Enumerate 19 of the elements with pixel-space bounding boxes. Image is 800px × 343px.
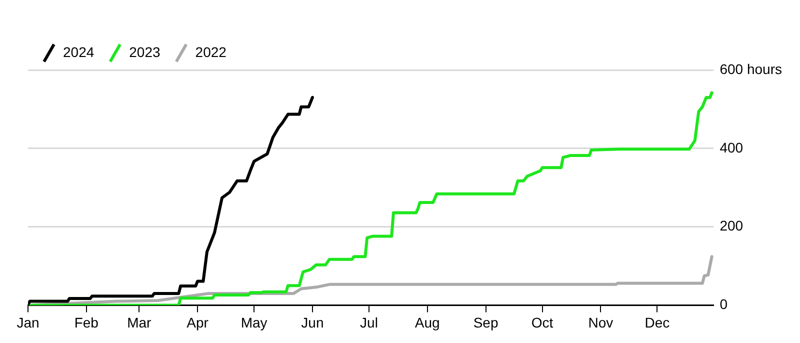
x-tick-label: Jul [360, 314, 378, 330]
x-tick-label: Oct [531, 314, 554, 330]
y-tick-label: 200 [720, 218, 744, 234]
x-tick-label: Mar [127, 314, 152, 330]
y-tick-label: 0 [720, 296, 728, 312]
x-tick-label: Dec [644, 314, 670, 330]
x-tick-label: Apr [186, 314, 209, 330]
x-tick-label: Aug [414, 314, 440, 330]
legend-label: 2024 [63, 44, 94, 60]
x-tick-label: May [240, 314, 268, 330]
x-tick-label: Jun [301, 314, 324, 330]
x-tick-label: Sep [473, 314, 498, 330]
x-tick-label: Feb [74, 314, 99, 330]
y-tick-label: 600 hours [720, 60, 782, 77]
y-tick-label: 400 [720, 139, 744, 156]
x-tick-label: Nov [588, 314, 614, 330]
x-tick-label: Jan [16, 314, 40, 330]
legend-label: 2022 [195, 44, 227, 60]
legend-label: 2023 [129, 44, 161, 60]
